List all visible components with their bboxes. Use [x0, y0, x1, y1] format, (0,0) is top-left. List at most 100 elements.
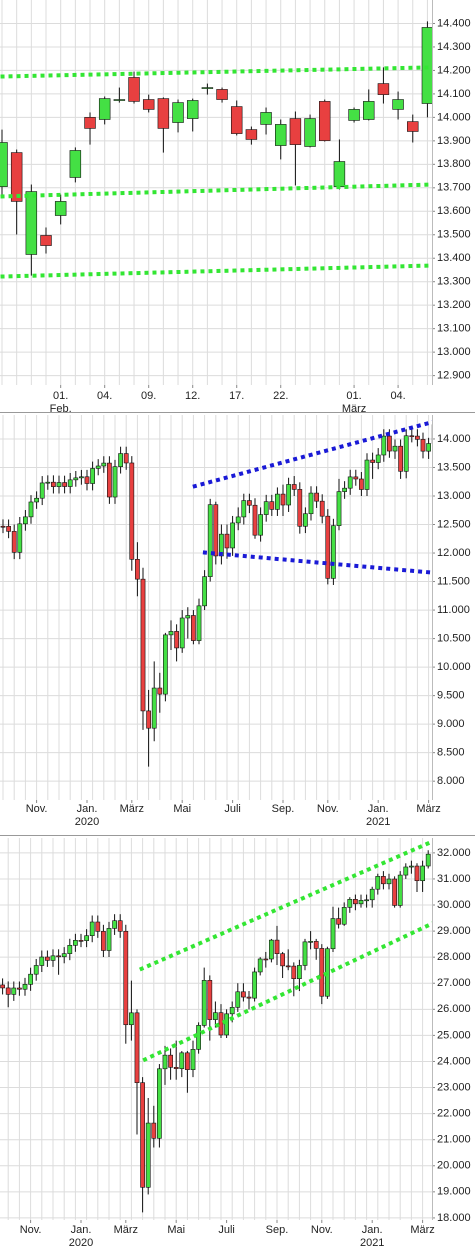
y-tick-label: 13.300 — [437, 276, 471, 288]
candle-body — [330, 918, 336, 950]
y-tick-label: 14.200 — [437, 64, 471, 76]
y-tick-label: 8.500 — [437, 747, 465, 759]
candle-body — [56, 482, 62, 487]
candle-body — [397, 874, 403, 906]
candle-body — [313, 941, 319, 949]
candle-body — [179, 617, 185, 649]
candle-body — [172, 102, 184, 123]
y-tick-label: 29.000 — [437, 925, 471, 937]
candle-body — [54, 201, 67, 216]
plot — [0, 420, 432, 767]
x-tick-label: 01. — [53, 390, 68, 402]
y-tick-label: 20.000 — [437, 1160, 471, 1172]
plot — [0, 839, 432, 1213]
candle-body — [392, 878, 397, 906]
candle-body — [118, 453, 123, 467]
candle-body — [135, 559, 140, 580]
x-tick-label: Mai — [167, 1224, 185, 1236]
candle-body — [280, 493, 286, 506]
candle-body — [257, 958, 263, 973]
candle-body — [415, 435, 420, 440]
candle-body — [113, 99, 126, 101]
candle-body — [230, 106, 243, 134]
y-tick-label: 27.000 — [437, 977, 471, 989]
candle-body — [392, 445, 398, 452]
candle-body — [146, 710, 151, 729]
candle-body — [129, 1012, 134, 1026]
candle-body — [375, 876, 381, 890]
candle-body — [280, 953, 285, 967]
y-tick-label: 12.900 — [437, 370, 471, 382]
y-tick-label: 19.000 — [437, 1186, 471, 1198]
candle-body — [269, 939, 274, 960]
candle-body — [95, 921, 101, 932]
x-tick-label: 12. — [185, 390, 200, 402]
candle-body — [289, 118, 302, 145]
candle-body — [269, 501, 275, 510]
y-tick-label: 12.500 — [437, 518, 471, 530]
candle-body — [17, 987, 22, 990]
y-tick-label: 13.700 — [437, 182, 471, 194]
candle-body — [196, 605, 202, 641]
candle-body — [420, 865, 425, 882]
candle-body — [218, 1012, 224, 1036]
candle-body — [162, 1054, 168, 1070]
y-tick-label: 14.000 — [437, 111, 471, 123]
candle-body — [409, 435, 415, 438]
x-tick-label: März — [120, 803, 144, 815]
candle-body — [245, 129, 258, 140]
candle-body — [369, 888, 375, 901]
candle-body — [246, 996, 252, 999]
y-tick-label: 11.500 — [437, 575, 470, 587]
candle-body — [420, 439, 426, 452]
candle-body — [106, 928, 112, 951]
candle-body — [263, 501, 269, 515]
candle-body — [168, 1054, 173, 1068]
candle-body — [319, 500, 325, 517]
candle-body — [260, 112, 272, 125]
candle-body — [213, 1012, 218, 1020]
candle-body — [342, 487, 347, 492]
candle-body — [123, 453, 129, 464]
y-tick-label: 21.000 — [437, 1134, 471, 1146]
y-tick-label: 12.000 — [437, 547, 471, 559]
candle-body — [67, 479, 73, 487]
y-tick-label: 25.000 — [437, 1029, 471, 1041]
y-tick-label: 30.000 — [437, 899, 471, 911]
candle-body — [235, 516, 241, 524]
x-tick-label: März — [416, 803, 440, 815]
candle-body — [398, 445, 403, 472]
candle-body — [347, 899, 353, 908]
y-tick-label: 18.000 — [437, 1212, 471, 1224]
candle-body — [112, 466, 118, 498]
candle-body — [224, 533, 230, 549]
y-tick-label: 9.500 — [437, 690, 465, 702]
candle-body — [0, 142, 8, 187]
x-tick-label: 01. — [346, 390, 361, 402]
candle-body — [201, 980, 207, 1026]
candle-body — [191, 615, 196, 641]
candle-body — [10, 152, 23, 202]
candle-body — [314, 492, 319, 502]
candle-body — [263, 958, 269, 961]
candle-body — [274, 939, 280, 954]
y-tick-label: 14.100 — [437, 88, 471, 100]
candle-body — [84, 935, 89, 941]
candle-body — [297, 965, 302, 980]
candle-body — [90, 468, 95, 484]
candle-body — [325, 515, 331, 579]
x-tick-label: Nov. — [26, 803, 48, 815]
candle-body — [45, 481, 51, 484]
candle-body — [235, 991, 241, 1008]
candle-body — [51, 481, 56, 487]
candle-body — [286, 484, 291, 506]
candle-body — [107, 462, 112, 498]
y-tick-label: 11.000 — [437, 604, 470, 616]
trend-line — [142, 921, 432, 1063]
y-tick-label: 10.000 — [437, 661, 471, 673]
candle-body — [28, 501, 34, 518]
candle-body — [5, 987, 11, 995]
x-period-label: Feb. — [50, 403, 72, 415]
candle-body — [258, 514, 263, 536]
y-tick-label: 13.000 — [437, 490, 471, 502]
